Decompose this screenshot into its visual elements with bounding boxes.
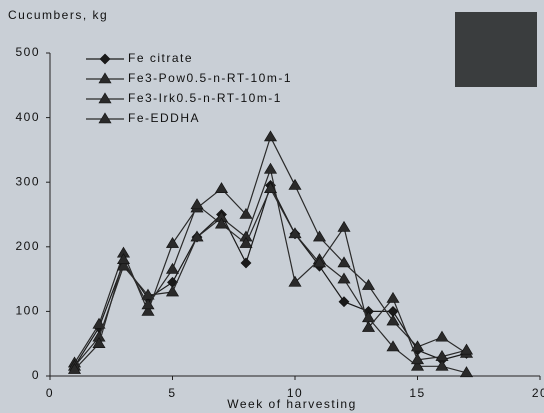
marker: [92, 337, 106, 349]
marker: [190, 230, 204, 242]
marker: [141, 298, 155, 310]
marker: [263, 162, 278, 174]
marker: [288, 227, 302, 239]
marker: [312, 230, 327, 242]
marker: [263, 182, 278, 193]
marker: [361, 311, 376, 323]
x-tick-label: 15: [409, 386, 425, 400]
x-tick-label: 10: [287, 386, 303, 400]
y-tick-label: 300: [15, 174, 40, 188]
y-tick-label: 400: [15, 110, 40, 124]
marker: [435, 359, 449, 371]
marker: [361, 320, 376, 332]
marker: [337, 256, 351, 268]
marker: [239, 207, 253, 219]
marker: [67, 362, 82, 374]
y-tick-label: 200: [15, 239, 40, 253]
marker: [386, 291, 400, 303]
marker: [459, 343, 474, 355]
marker: [240, 257, 252, 269]
x-tick-label: 20: [532, 386, 544, 400]
marker: [214, 182, 229, 193]
marker: [239, 236, 253, 248]
legend-label: Fe-EDDHA: [128, 111, 200, 125]
marker: [288, 178, 302, 190]
marker: [435, 330, 449, 342]
x-axis-label: Week of harvesting: [227, 397, 357, 411]
marker: [98, 92, 112, 104]
marker: [98, 72, 112, 84]
marker: [116, 253, 131, 265]
marker: [337, 272, 351, 284]
marker: [361, 278, 376, 290]
photo: [455, 12, 537, 87]
marker: [99, 53, 111, 65]
marker: [165, 285, 180, 297]
y-axis-label: Cucumbers, kg: [8, 8, 108, 22]
legend-label: Fe citrate: [128, 51, 193, 65]
marker: [165, 236, 180, 248]
series-line: [74, 187, 467, 370]
marker: [410, 359, 425, 371]
legend-label: Fe3-Pow0.5-n-RT-10m-1: [128, 71, 292, 85]
marker: [263, 130, 278, 142]
marker: [338, 296, 350, 308]
marker: [92, 317, 106, 329]
y-tick-label: 100: [15, 304, 40, 318]
marker: [459, 366, 474, 378]
marker: [312, 256, 327, 268]
marker: [337, 220, 351, 232]
marker: [288, 275, 302, 287]
marker: [410, 340, 425, 352]
marker: [98, 112, 112, 124]
y-tick-label: 0: [32, 368, 40, 382]
x-tick-label: 5: [168, 386, 176, 400]
legend-label: Fe3-Irk0.5-n-RT-10m-1: [128, 91, 282, 105]
marker: [141, 304, 155, 316]
marker: [214, 217, 229, 229]
x-tick-label: 0: [46, 386, 54, 400]
marker: [165, 262, 180, 274]
marker: [386, 340, 400, 352]
series-line: [74, 167, 467, 374]
marker: [386, 314, 400, 326]
y-tick-label: 500: [15, 45, 40, 59]
marker: [435, 350, 449, 361]
marker: [190, 198, 204, 210]
marker: [410, 353, 425, 365]
